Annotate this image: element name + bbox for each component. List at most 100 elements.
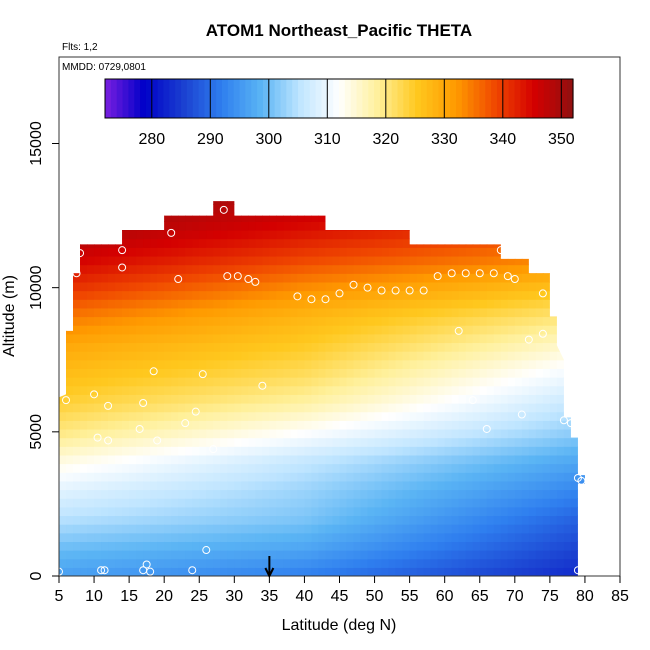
theta-cell	[528, 524, 537, 534]
theta-cell	[283, 446, 292, 456]
theta-cell	[465, 299, 474, 309]
theta-cell	[94, 463, 102, 473]
theta-cell	[122, 377, 130, 387]
theta-cell	[346, 307, 355, 318]
theta-cell	[465, 437, 474, 447]
theta-cell	[360, 498, 369, 508]
theta-cell	[332, 498, 341, 508]
theta-cell	[276, 446, 284, 456]
theta-cell	[234, 273, 242, 283]
theta-cell	[206, 212, 214, 222]
colorbar-segment	[274, 79, 282, 118]
theta-cell	[73, 307, 81, 318]
theta-cell	[94, 368, 102, 378]
theta-cell	[108, 411, 116, 421]
theta-cell	[381, 446, 390, 456]
theta-cell	[248, 437, 256, 447]
theta-cell	[227, 212, 235, 222]
theta-cell	[297, 273, 306, 283]
theta-cell	[241, 351, 249, 361]
theta-cell	[206, 463, 214, 473]
theta-cell	[374, 273, 383, 283]
theta-cell	[87, 359, 95, 369]
theta-cell	[332, 567, 341, 576]
theta-cell	[500, 524, 509, 534]
theta-cell	[514, 541, 523, 551]
theta-cell	[220, 247, 228, 257]
theta-cell	[206, 377, 214, 387]
theta-cell	[143, 333, 151, 344]
theta-cell	[353, 368, 362, 378]
theta-cell	[479, 299, 488, 309]
theta-cell	[87, 446, 95, 456]
theta-cell	[143, 489, 151, 499]
theta-cell	[318, 273, 327, 283]
theta-cell	[325, 532, 334, 542]
theta-cell	[199, 524, 207, 534]
theta-cell	[542, 550, 551, 560]
theta-cell	[255, 411, 263, 421]
theta-cell	[129, 428, 137, 439]
theta-cell	[227, 489, 235, 499]
theta-cell	[297, 385, 306, 395]
theta-cell	[381, 385, 390, 395]
theta-cell	[283, 437, 292, 447]
theta-cell	[458, 359, 467, 369]
theta-cell	[283, 325, 292, 335]
theta-cell	[472, 446, 481, 456]
theta-cell	[318, 472, 327, 482]
theta-cell	[311, 351, 320, 361]
theta-cell	[234, 454, 242, 465]
theta-cell	[402, 333, 411, 344]
theta-cell	[122, 255, 130, 266]
theta-cell	[346, 498, 355, 508]
theta-cell	[73, 281, 81, 292]
theta-cell	[108, 333, 116, 344]
theta-cell	[570, 463, 579, 473]
theta-cell	[332, 454, 341, 465]
colorbar-segment	[391, 79, 399, 118]
theta-cell	[374, 524, 383, 534]
theta-cell	[353, 411, 362, 421]
theta-cell	[486, 333, 495, 344]
theta-cell	[122, 403, 130, 413]
colorbar-segment	[157, 79, 165, 118]
theta-cell	[234, 247, 242, 257]
theta-cell	[451, 498, 460, 508]
theta-cell	[318, 541, 327, 551]
theta-cell	[521, 290, 530, 300]
theta-cell	[290, 230, 299, 240]
theta-cell	[248, 281, 256, 292]
theta-cell	[549, 325, 558, 335]
theta-cell	[535, 515, 544, 525]
theta-cell	[255, 541, 263, 551]
theta-cell	[514, 359, 523, 369]
theta-cell	[332, 385, 341, 395]
theta-cell	[297, 437, 306, 447]
colorbar-segment	[473, 79, 480, 118]
theta-cell	[248, 411, 256, 421]
theta-cell	[388, 558, 397, 568]
theta-cell	[283, 359, 292, 369]
theta-cell	[528, 506, 537, 517]
theta-cell	[472, 420, 481, 430]
theta-cell	[101, 290, 109, 300]
theta-cell	[199, 498, 207, 508]
theta-cell	[157, 420, 165, 430]
theta-cell	[353, 316, 362, 326]
theta-cell	[311, 247, 320, 257]
theta-cell	[94, 307, 102, 318]
theta-cell	[136, 281, 144, 292]
theta-cell	[381, 506, 390, 517]
theta-cell	[507, 446, 516, 456]
observation-point	[167, 228, 176, 237]
theta-cell	[381, 524, 390, 534]
theta-cell	[318, 550, 327, 560]
theta-cell	[157, 377, 165, 387]
theta-cell	[220, 307, 228, 318]
theta-cell	[248, 532, 256, 542]
theta-cell	[136, 446, 144, 456]
colorbar-tick-label: 350	[548, 131, 575, 148]
theta-cell	[479, 264, 488, 274]
theta-cell	[73, 403, 81, 413]
